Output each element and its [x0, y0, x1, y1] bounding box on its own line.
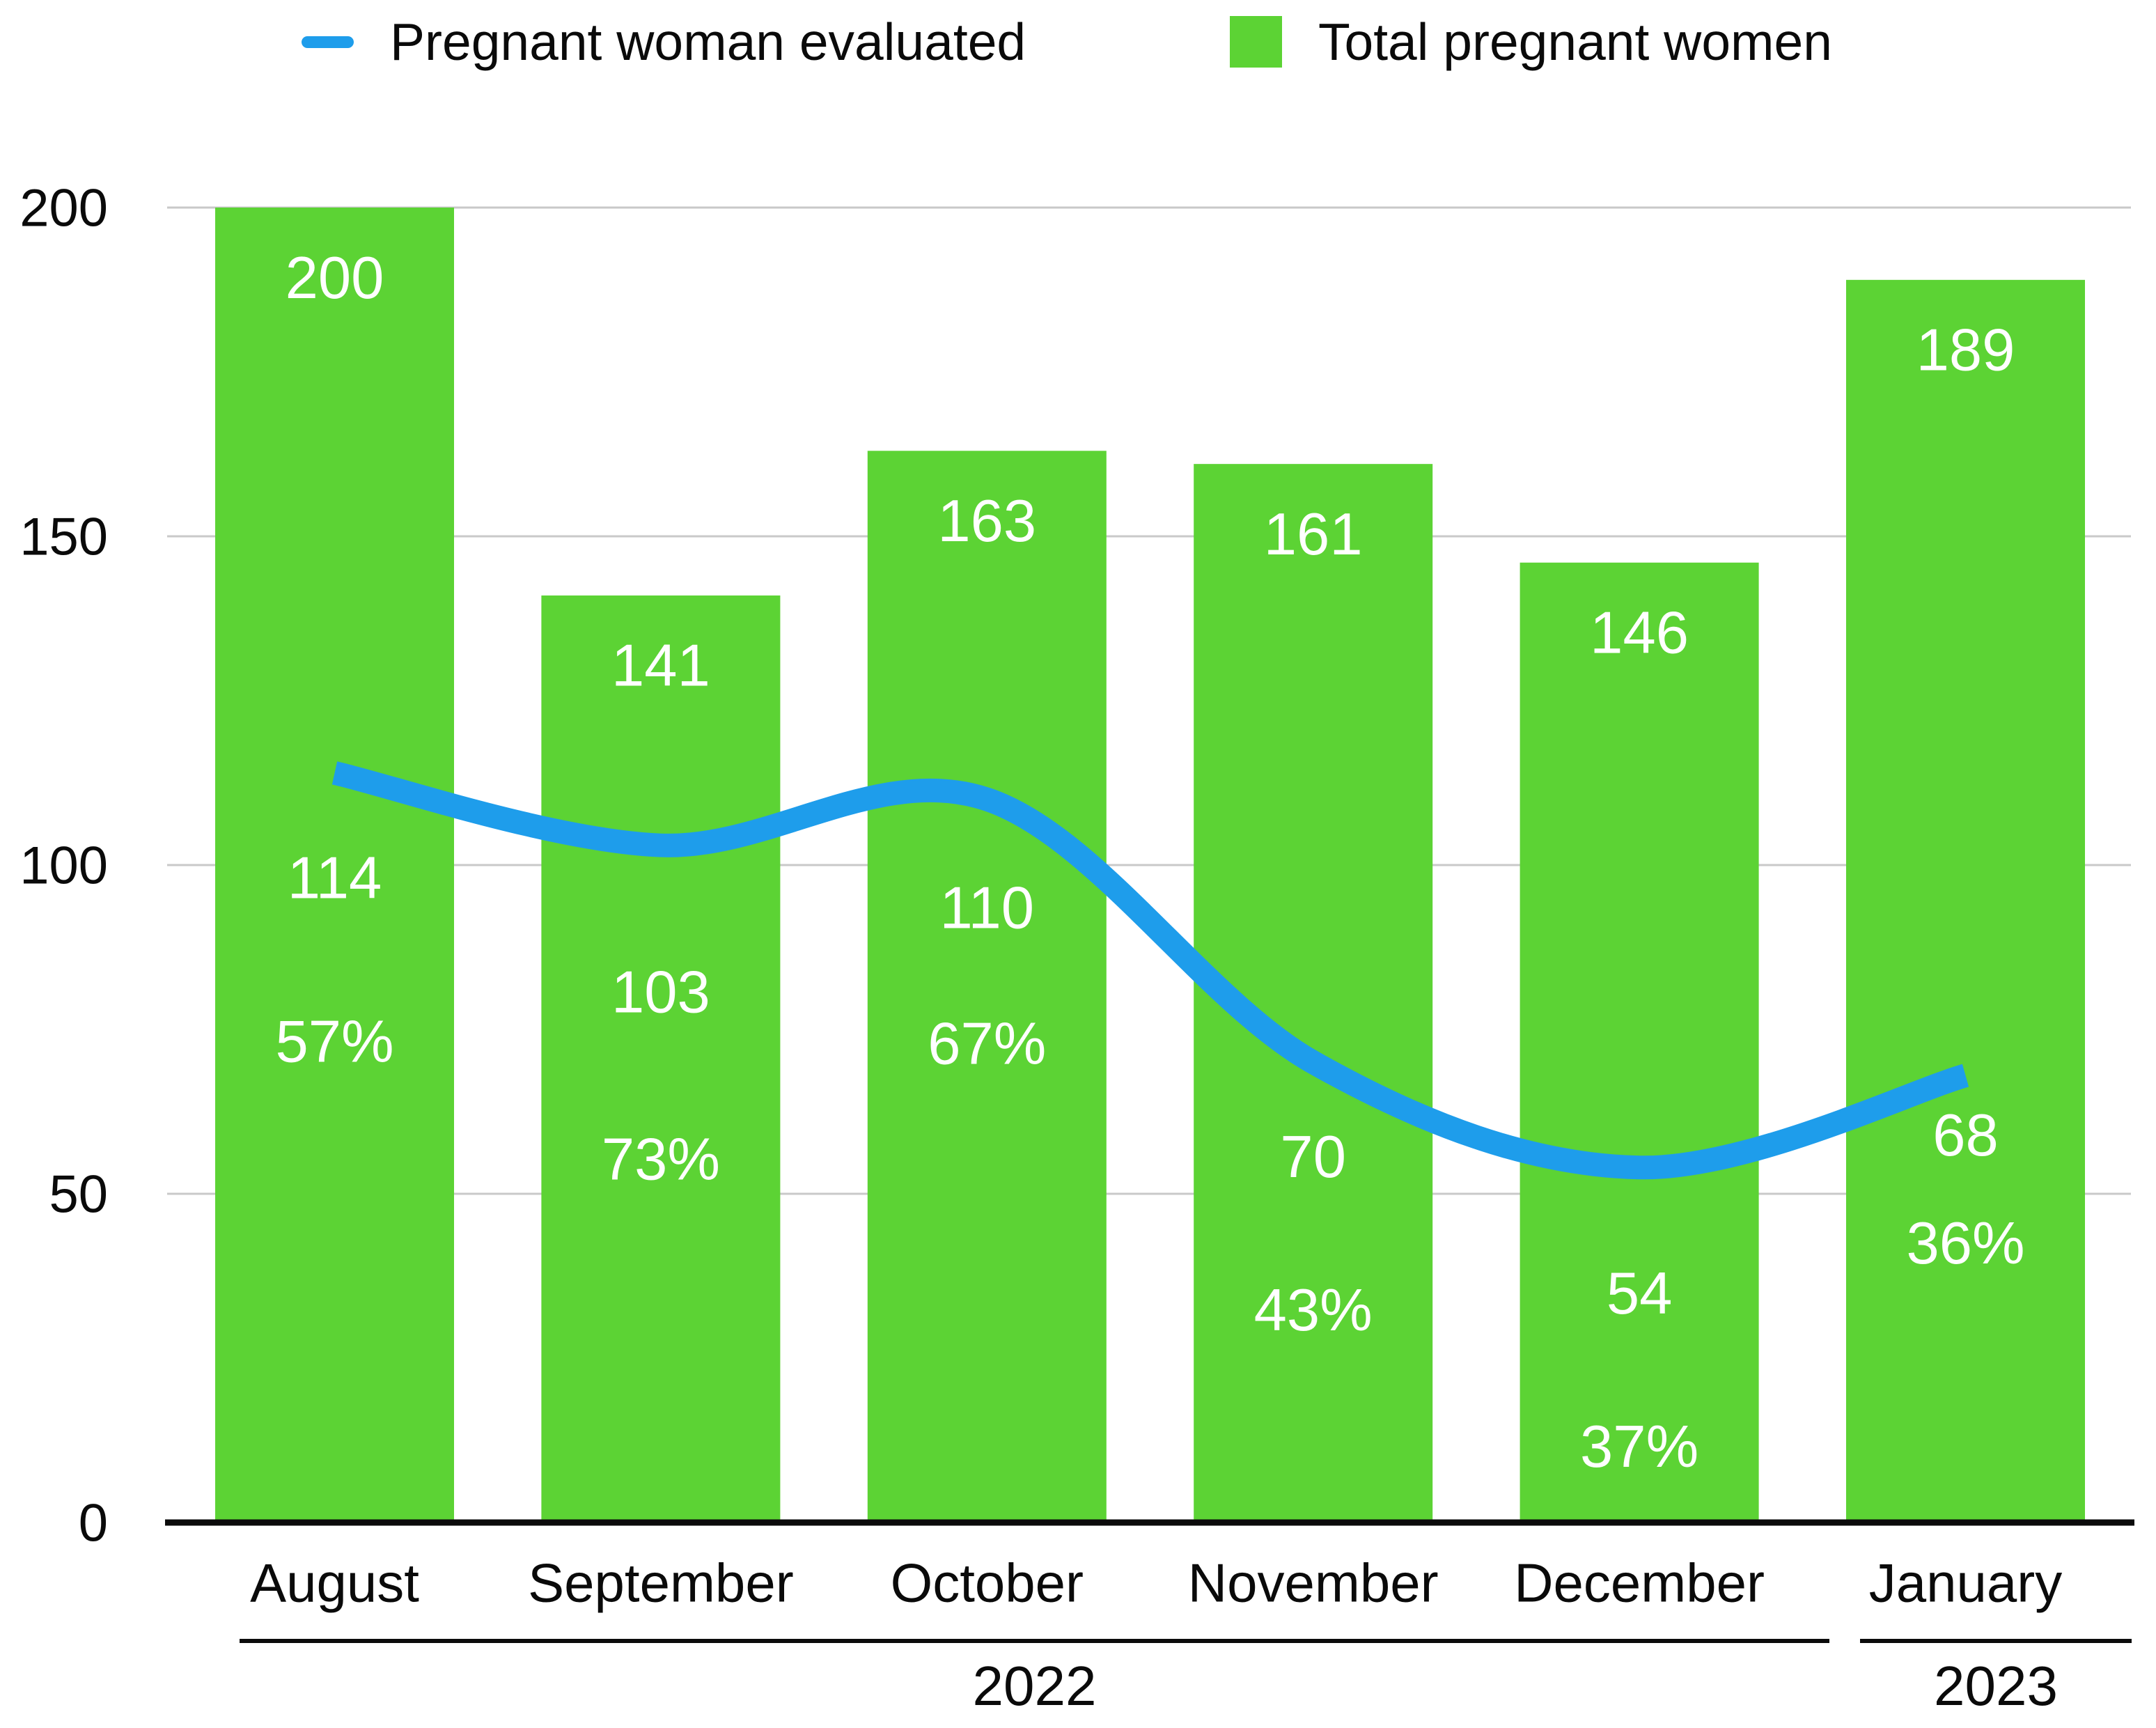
y-tick-label: 200	[19, 179, 108, 238]
trend-line	[331, 761, 1969, 1180]
month-label: October	[891, 1552, 1084, 1613]
evaluated-percent-label: 36%	[1906, 1211, 2024, 1277]
y-tick-label: 100	[19, 836, 108, 896]
bar-value-label: 161	[1264, 501, 1363, 568]
evaluated-value-label: 68	[1932, 1103, 1999, 1169]
evaluated-percent-label: 57%	[275, 1009, 393, 1075]
y-tick-label: 50	[49, 1165, 108, 1224]
month-label: January	[1869, 1552, 2063, 1613]
evaluated-value-label: 114	[288, 846, 382, 912]
legend-square-swatch	[1230, 16, 1282, 68]
evaluated-percent-label: 43%	[1254, 1277, 1373, 1344]
bar-value-label: 146	[1590, 600, 1689, 667]
evaluated-value-label: 54	[1607, 1261, 1673, 1327]
bar	[1846, 279, 2085, 1523]
month-label: September	[528, 1552, 794, 1613]
y-tick-label: 0	[79, 1494, 108, 1553]
month-label: August	[250, 1552, 419, 1613]
bar	[215, 208, 454, 1523]
bar	[867, 451, 1107, 1523]
evaluated-value-label: 103	[611, 959, 710, 1025]
legend-label-total: Total pregnant women	[1318, 13, 1832, 71]
bar-value-label: 189	[1916, 318, 2015, 384]
year-label: 2022	[973, 1655, 1097, 1717]
legend-item-evaluated: Pregnant woman evaluated	[302, 13, 1026, 71]
evaluated-percent-label: 37%	[1580, 1414, 1698, 1480]
evaluated-percent-label: 73%	[602, 1126, 720, 1192]
month-label: November	[1188, 1552, 1439, 1613]
evaluated-value-label: 70	[1280, 1124, 1346, 1190]
legend-item-total: Total pregnant women	[1230, 13, 1832, 71]
bar-value-label: 200	[286, 245, 384, 311]
evaluated-value-label: 110	[940, 875, 1035, 941]
month-label: December	[1514, 1552, 1765, 1613]
evaluated-percent-label: 67%	[928, 1011, 1046, 1077]
bar	[1520, 562, 1759, 1523]
y-tick-label: 150	[19, 508, 108, 567]
legend-label-evaluated: Pregnant woman evaluated	[390, 13, 1026, 71]
bar-value-label: 141	[611, 633, 710, 699]
legend-line-swatch	[302, 36, 354, 48]
year-label: 2023	[1934, 1655, 2058, 1717]
bar-value-label: 163	[937, 488, 1036, 554]
bar	[541, 595, 781, 1523]
